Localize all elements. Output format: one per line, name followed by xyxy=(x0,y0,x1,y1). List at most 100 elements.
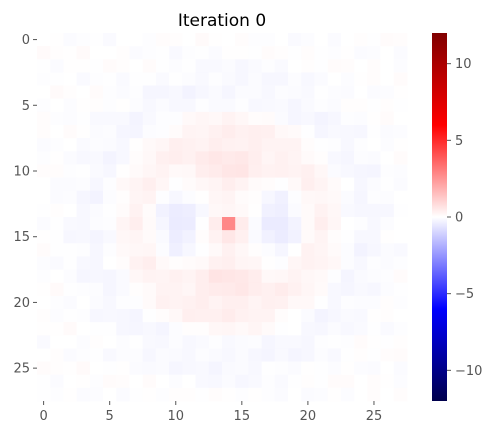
heatmap-cell xyxy=(182,243,196,257)
heatmap-cell xyxy=(208,335,223,349)
heatmap-cell xyxy=(340,59,355,73)
heatmap-cell xyxy=(76,111,91,126)
heatmap-cell xyxy=(248,256,263,270)
heatmap-cell xyxy=(50,151,64,165)
heatmap-cell xyxy=(169,72,183,86)
colorbar: −10 −5 0 5 10 xyxy=(432,33,482,401)
heatmap-cell xyxy=(116,72,130,86)
heatmap-cell xyxy=(169,46,183,60)
heatmap-cell xyxy=(129,33,144,47)
heatmap-cell xyxy=(340,151,355,165)
colorbar-tick-label: −5 xyxy=(455,287,474,302)
heatmap-cell xyxy=(314,269,329,284)
heatmap-cell xyxy=(288,190,302,205)
heatmap-cell xyxy=(129,269,144,284)
heatmap-cell xyxy=(393,177,408,192)
heatmap-cell xyxy=(63,387,78,402)
heatmap-cell xyxy=(301,98,315,113)
heatmap-cell xyxy=(50,111,64,126)
heatmap-cell xyxy=(235,374,249,389)
heatmap-cell xyxy=(222,72,236,86)
colorbar-ticks: −10 −5 0 5 10 xyxy=(447,57,482,379)
heatmap-cell xyxy=(129,256,144,270)
heatmap-cell xyxy=(103,217,117,231)
heatmap-cell xyxy=(37,309,51,323)
heatmap-cell xyxy=(195,72,210,86)
heatmap-cell xyxy=(76,190,91,205)
heatmap-cell xyxy=(261,374,276,389)
heatmap-cell xyxy=(235,230,249,244)
heatmap-cell xyxy=(76,217,91,231)
heatmap-cell xyxy=(208,243,223,257)
heatmap-cells xyxy=(37,33,408,402)
heatmap-cell xyxy=(195,256,210,270)
heatmap-cell xyxy=(340,256,355,270)
heatmap-cell xyxy=(208,190,223,205)
heatmap-cell xyxy=(142,164,157,178)
heatmap-cell xyxy=(208,348,223,362)
heatmap-cell xyxy=(340,98,355,113)
heatmap-cell xyxy=(327,243,342,257)
heatmap-cell xyxy=(340,177,355,192)
heatmap-cell xyxy=(50,190,64,205)
heatmap-cell xyxy=(367,374,381,389)
heatmap-cell xyxy=(195,125,210,139)
heatmap-cell xyxy=(354,269,368,284)
heatmap-cell xyxy=(89,98,104,113)
heatmap-cell xyxy=(195,282,210,297)
heatmap-cell xyxy=(314,374,329,389)
heatmap-cell xyxy=(235,59,249,73)
heatmap-cell xyxy=(222,269,236,284)
heatmap-cell xyxy=(182,269,196,284)
heatmap-cell xyxy=(288,282,302,297)
heatmap-cell xyxy=(89,85,104,100)
heatmap-cell xyxy=(222,98,236,113)
heatmap-cell xyxy=(182,111,196,126)
heatmap-cell xyxy=(274,177,289,192)
heatmap-cell xyxy=(50,309,64,323)
heatmap-cell xyxy=(103,85,117,100)
heatmap-cell xyxy=(380,374,395,389)
heatmap-cell xyxy=(393,322,408,336)
heatmap-cell xyxy=(50,217,64,231)
heatmap-cell xyxy=(340,33,355,47)
heatmap-cell xyxy=(327,217,342,231)
heatmap-cell xyxy=(195,151,210,165)
heatmap-cell xyxy=(89,243,104,257)
heatmap-cell xyxy=(76,177,91,192)
heatmap-cell xyxy=(155,111,170,126)
heatmap-cell xyxy=(393,243,408,257)
heatmap-cell xyxy=(155,295,170,310)
chart-title: Iteration 0 xyxy=(178,11,266,31)
heatmap-cell xyxy=(103,387,117,402)
heatmap-cell xyxy=(354,138,368,152)
heatmap-cell xyxy=(155,217,170,231)
heatmap-cell xyxy=(129,348,144,362)
heatmap-cell xyxy=(314,243,329,257)
heatmap-cell xyxy=(37,177,51,192)
heatmap-cell xyxy=(76,151,91,165)
heatmap-cell xyxy=(182,203,196,218)
heatmap-cell xyxy=(182,138,196,152)
heatmap-cell xyxy=(261,256,276,270)
heatmap-cell xyxy=(182,59,196,73)
heatmap-cell xyxy=(274,190,289,205)
heatmap-cell xyxy=(155,348,170,362)
heatmap-cell xyxy=(248,269,263,284)
heatmap-cell xyxy=(301,46,315,60)
heatmap-cell xyxy=(235,217,249,231)
heatmap-cell xyxy=(367,138,381,152)
heatmap-cell xyxy=(142,151,157,165)
heatmap-cell xyxy=(195,177,210,192)
heatmap-cell xyxy=(248,230,263,244)
heatmap-cell xyxy=(142,125,157,139)
heatmap-cell xyxy=(182,309,196,323)
heatmap-cell xyxy=(129,322,144,336)
heatmap-cell xyxy=(155,309,170,323)
heatmap-cell xyxy=(89,361,104,376)
heatmap-cell xyxy=(314,138,329,152)
heatmap-cell xyxy=(50,269,64,284)
heatmap-cell xyxy=(116,348,130,362)
heatmap-cell xyxy=(50,387,64,402)
heatmap-cell xyxy=(89,111,104,126)
